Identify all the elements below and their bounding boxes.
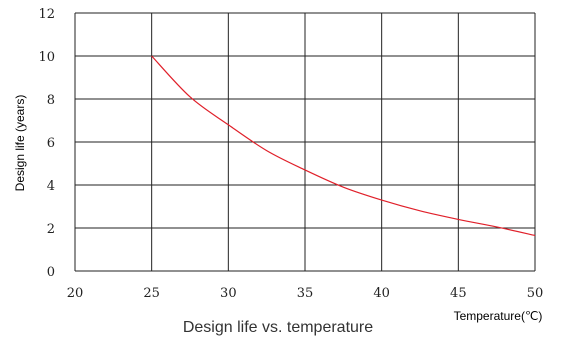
x-tick-label: 40 xyxy=(373,286,390,301)
series-line xyxy=(151,55,536,237)
y-tick-label: 0 xyxy=(47,265,55,280)
y-tick-label: 12 xyxy=(38,7,55,22)
x-tick-label: 30 xyxy=(220,286,237,301)
chart-title: Design life vs. temperature xyxy=(183,319,373,336)
x-tick-label: 25 xyxy=(143,286,160,301)
x-tick-label: 50 xyxy=(527,286,544,301)
y-tick-label: 2 xyxy=(47,222,55,237)
y-tick-label: 8 xyxy=(47,93,55,108)
series-layer xyxy=(151,55,536,237)
y-tick-label: 10 xyxy=(38,50,55,65)
grid xyxy=(74,12,536,272)
tick-labels: 20 25 30 35 40 45 50 0 2 4 6 8 10 12 xyxy=(38,7,543,301)
x-axis-label: Temperature(℃) xyxy=(454,309,543,323)
x-tick-label: 45 xyxy=(450,286,467,301)
y-tick-label: 6 xyxy=(47,136,55,151)
y-axis-label: Design life (years) xyxy=(13,95,27,192)
y-tick-label: 4 xyxy=(47,179,55,194)
x-tick-label: 35 xyxy=(297,286,314,301)
x-tick-label: 20 xyxy=(67,286,84,301)
